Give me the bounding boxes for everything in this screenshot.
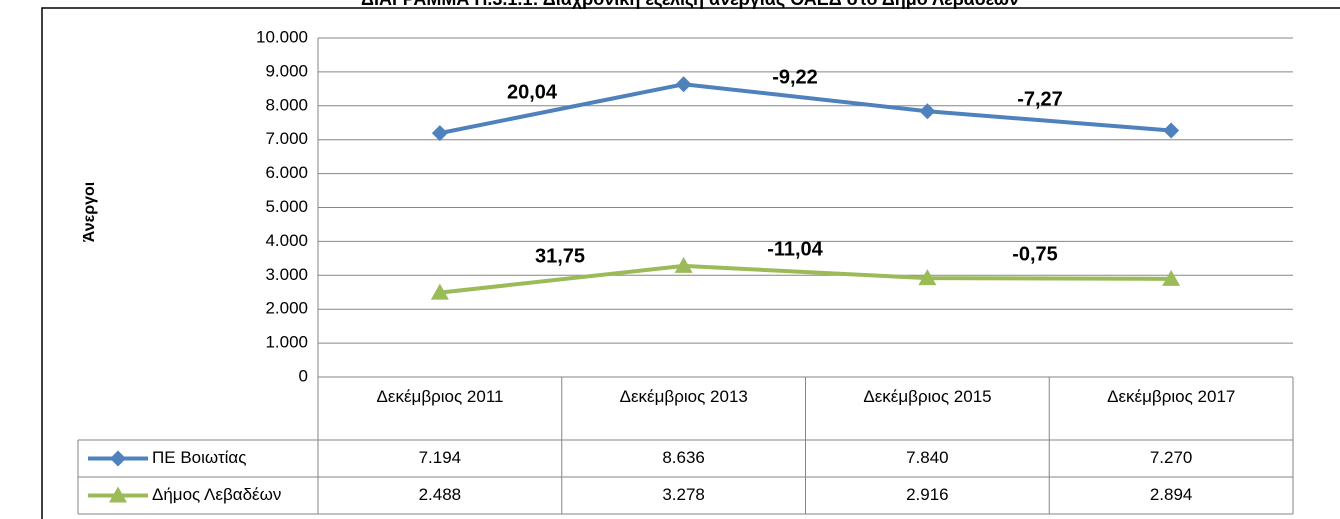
x-tick-label: Δεκέμβριος 2015 xyxy=(863,387,992,406)
y-tick-label: 8.000 xyxy=(265,95,308,114)
y-tick-label: 7.000 xyxy=(265,129,308,148)
table-value: 3.278 xyxy=(662,485,705,504)
annotation: -0,75 xyxy=(1012,243,1058,265)
y-tick-label: 5.000 xyxy=(265,197,308,216)
x-tick-label: Δεκέμβριος 2011 xyxy=(376,387,504,406)
legend-marker xyxy=(109,486,127,503)
y-tick-label: 2.000 xyxy=(265,299,308,318)
marker xyxy=(430,283,449,300)
y-tick-label: 1.000 xyxy=(265,333,308,352)
x-tick-label: Δεκέμβριος 2017 xyxy=(1107,387,1236,406)
y-tick-label: 0 xyxy=(299,366,308,385)
y-tick-label: 4.000 xyxy=(265,231,308,250)
legend-marker xyxy=(110,450,126,467)
chart-border xyxy=(41,7,1340,519)
y-tick-label: 3.000 xyxy=(265,265,308,284)
marker xyxy=(1163,122,1180,139)
annotation: -9,22 xyxy=(772,66,818,88)
table-value: 8.636 xyxy=(662,448,705,467)
table-value: 7.194 xyxy=(419,448,462,467)
annotation: 31,75 xyxy=(535,245,585,267)
y-tick-label: 6.000 xyxy=(265,163,308,182)
annotation: -11,04 xyxy=(767,238,823,260)
x-tick-label: Δεκέμβριος 2013 xyxy=(619,387,748,406)
table-value: 2.916 xyxy=(906,485,949,504)
y-axis-label: Άνεργοι xyxy=(81,182,98,242)
legend-label: Δήμος Λεβαδέων xyxy=(152,485,281,504)
line xyxy=(439,82,1172,136)
marker xyxy=(919,103,936,120)
legend-label: ΠΕ Βοιωτίας xyxy=(152,448,246,467)
marker xyxy=(918,269,937,286)
marker xyxy=(1162,269,1181,286)
marker xyxy=(674,256,693,273)
chart-title: ΔΙΑΓΡΑΜΜΑ Π.3.1.1: Διαχρονική εξέλιξη αν… xyxy=(361,0,1019,10)
y-tick-label: 10.000 xyxy=(256,27,308,46)
annotation: 20,04 xyxy=(507,81,558,103)
table-value: 7.840 xyxy=(906,448,949,467)
marker xyxy=(675,76,692,93)
line xyxy=(439,263,1172,295)
table-value: 2.488 xyxy=(419,485,462,504)
y-tick-label: 9.000 xyxy=(265,61,308,80)
table-value: 7.270 xyxy=(1150,448,1193,467)
table-value: 2.894 xyxy=(1150,485,1193,504)
marker xyxy=(431,125,448,142)
annotation: -7,27 xyxy=(1017,88,1063,110)
